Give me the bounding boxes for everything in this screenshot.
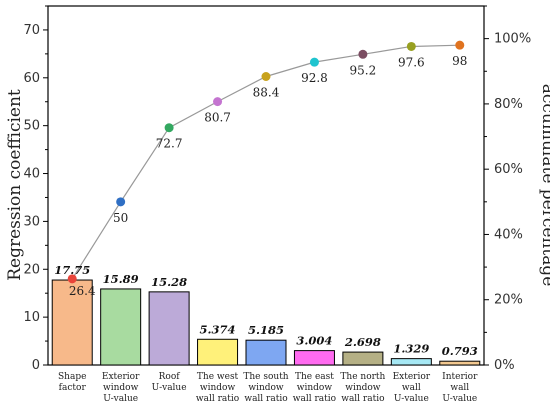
bar [148,291,190,366]
cumulative-marker [67,274,77,284]
category-label-line: The north [340,372,385,382]
category-label-line: wall ratio [196,394,239,404]
category-label-line: window [297,383,333,393]
category-label-line: factor [59,383,87,393]
category-label: Shape factor [58,372,86,393]
category-label-line: wall [450,383,469,393]
category-label-line: window [248,383,284,393]
cumulative-value-label: 72.7 [156,137,183,151]
y-tick-label: 70 [23,23,40,38]
category-label-line: Exterior [393,372,431,382]
cumulative-marker [455,40,465,50]
y2-tick-label: 0% [494,358,515,373]
bar-value-label: 0.793 [442,344,478,358]
y2-tick-label: 60% [494,162,523,177]
category-label-line: Roof [159,372,181,382]
bar [245,339,287,366]
y-tick-label: 60 [23,71,40,86]
cumulative-value-label: 80.7 [204,111,231,125]
bar-value-label: 15.89 [103,272,139,286]
category-label-line: wall ratio [244,394,287,404]
y-tick-label: 0 [32,358,40,373]
bar [390,358,432,366]
cumulative-value-label: 97.6 [398,55,425,69]
category-label: Roof U-value [152,372,187,393]
cumulative-marker [261,71,271,81]
y2-tick-label: 100% [494,32,531,47]
bar [51,279,93,366]
category-label: The north window wall ratio [340,372,385,404]
bar-value-label: 1.329 [393,342,429,356]
cumulative-marker [309,57,319,67]
y-tick-label: 20 [23,262,40,277]
y-tick-label: 50 [23,119,40,134]
bar [197,338,239,366]
category-label-line: wall [402,383,421,393]
category-label: Exterior window U-value [102,372,140,404]
cumulative-value-label: 98 [452,54,467,68]
category-label-line: wall ratio [293,394,336,404]
category-label-line: The south [243,372,288,382]
y-axis-title: Regression coefficient [5,89,25,281]
bar-value-label: 17.75 [54,263,90,277]
y-tick-label: 30 [23,214,40,229]
category-label-line: U-value [394,394,429,404]
category-label-line: window [200,383,236,393]
cumulative-marker [164,123,174,133]
cumulative-value-label: 50 [113,211,128,225]
bar-value-label: 15.28 [151,275,187,289]
category-label: The south window wall ratio [243,372,288,404]
bar-value-label: 5.374 [200,322,236,336]
y2-tick-label: 40% [494,227,523,242]
y-tick-label: 40 [23,167,40,182]
bar [439,360,481,366]
cumulative-marker [358,49,368,59]
y2-tick-label: 20% [494,293,523,308]
cumulative-marker [213,97,223,107]
category-label-line: U-value [442,394,477,404]
cumulative-value-label: 95.2 [350,63,377,77]
category-label-line: wall ratio [341,394,384,404]
category-label-line: Exterior [102,372,140,382]
y-tick-label: 10 [23,310,40,325]
y2-tick-label: 80% [494,97,523,112]
category-label: Interior wall U-value [442,372,478,404]
category-label: Exterior wall U-value [393,372,431,404]
category-label-line: Shape [58,372,86,382]
category-label-line: window [103,383,139,393]
category-label-line: U-value [103,394,138,404]
category-label-line: The east [295,372,334,382]
plot-layer: 0 10 20 30 40 50 60 70 0% 20% 40% 60% 80% 100% 17.75 15… [23,5,531,404]
bar [342,351,384,366]
category-label-line: U-value [152,383,187,393]
bar-value-label: 3.004 [296,334,332,348]
bar-value-label: 2.698 [344,335,381,349]
category-label: The east window wall ratio [293,372,336,404]
bar-value-label: 5.185 [248,323,284,337]
cumulative-value-label: 88.4 [253,85,280,99]
bar [293,350,335,366]
cumulative-value-label: 26.4 [69,284,96,298]
category-label: The west window wall ratio [196,372,239,404]
cumulative-marker [406,41,416,51]
y2-axis-title: accumulate percentage [538,84,550,287]
category-label-line: Interior [442,372,478,382]
cumulative-marker [116,197,126,207]
category-label-line: window [345,383,381,393]
cumulative-value-label: 92.8 [301,71,328,85]
category-label-line: The west [197,372,239,382]
bar [100,288,142,366]
